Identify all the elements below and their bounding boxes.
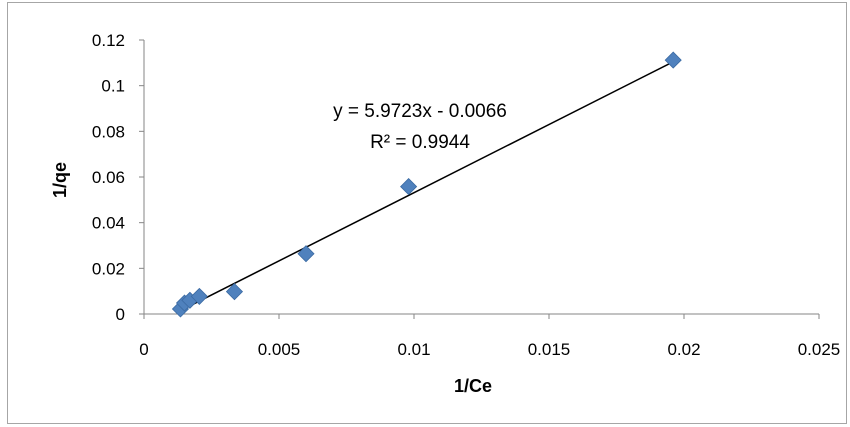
data-point — [190, 287, 208, 305]
plot-area: 0 0.02 0.04 0.06 0.08 0.1 0.12 0 0.005 0.01 0.015… — [92, 31, 840, 359]
y-tick-label: 0.12 — [92, 31, 125, 50]
y-tick-label: 0.08 — [92, 122, 125, 141]
data-points — [171, 51, 682, 318]
x-axis-ticks: 0 0.005 0.01 0.015 0.02 0.025 — [139, 314, 840, 359]
y-tick-label: 0.06 — [92, 168, 125, 187]
r-squared-label: R² = 0.9944 — [370, 132, 470, 153]
y-tick-label: 0 — [116, 305, 125, 324]
trendline-equation: y = 5.9723x - 0.0066 — [333, 101, 507, 122]
data-point — [297, 245, 315, 263]
trendline — [176, 59, 677, 314]
x-tick-label: 0.005 — [258, 340, 301, 359]
y-tick-label: 0.02 — [92, 259, 125, 278]
y-tick-label: 0.1 — [101, 77, 125, 96]
chart-area — [7, 2, 847, 424]
data-point — [664, 51, 682, 69]
y-axis-title: 1/qe — [50, 162, 70, 198]
y-axis-ticks: 0 0.02 0.04 0.06 0.08 0.1 0.12 — [92, 31, 144, 324]
data-point — [225, 283, 244, 301]
x-tick-label: 0.02 — [667, 340, 700, 359]
x-axis-title: 1/Ce — [454, 376, 492, 396]
x-tick-label: 0.025 — [798, 340, 841, 359]
x-tick-label: 0.015 — [528, 340, 571, 359]
data-point — [400, 178, 418, 196]
x-tick-label: 0 — [139, 340, 148, 359]
y-tick-label: 0.04 — [92, 214, 125, 233]
x-tick-label: 0.01 — [397, 340, 430, 359]
